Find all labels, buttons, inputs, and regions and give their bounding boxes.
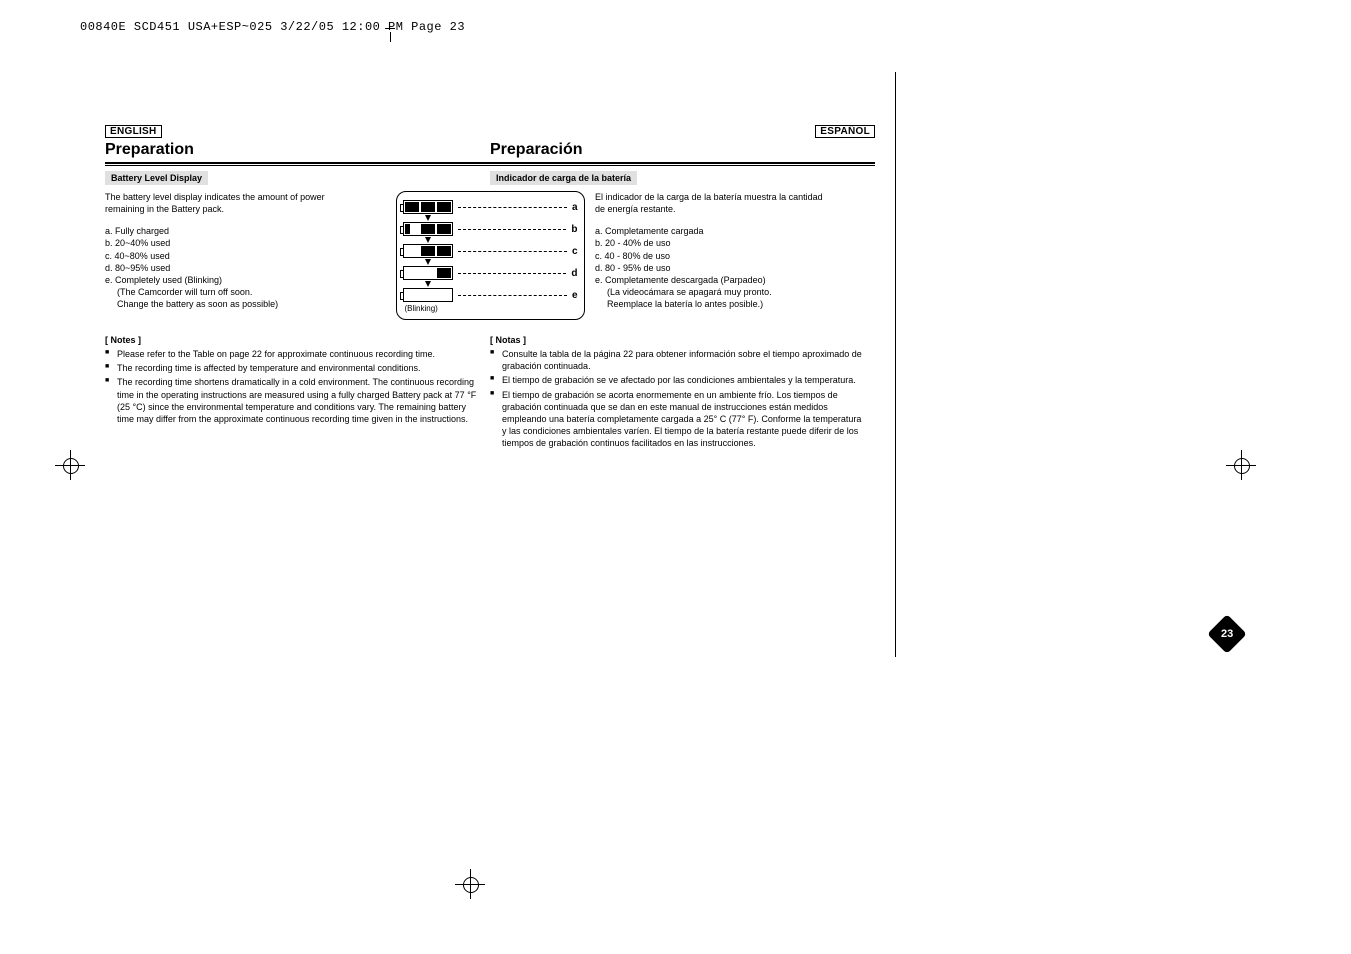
subhead-right: Indicador de carga de la batería <box>490 171 637 185</box>
left-intro-2: remaining in the Battery pack. <box>105 203 385 215</box>
notes-right-3: El tiempo de grabación se acorta enormem… <box>490 389 865 450</box>
left-item-e2: (The Camcorder will turn off soon. <box>105 286 385 298</box>
left-item-b: b. 20~40% used <box>105 237 385 249</box>
notes-right-2: El tiempo de grabación se ve afectado po… <box>490 374 865 386</box>
lang-right: ESPAÑOL <box>815 125 875 138</box>
battery-diagram: a b <box>396 191 585 320</box>
right-item-d: d. 80 - 95% de uso <box>595 262 875 274</box>
diagram-label-e: e <box>572 290 578 301</box>
arrow-down-icon <box>425 259 431 265</box>
subhead-left: Battery Level Display <box>105 171 208 185</box>
left-item-a: a. Fully charged <box>105 225 385 237</box>
diagram-label-c: c <box>572 246 578 257</box>
arrow-down-icon <box>425 281 431 287</box>
right-intro-2: de energía restante. <box>595 203 875 215</box>
notes-right-head: [ Notas ] <box>490 334 865 346</box>
left-item-e: e. Completely used (Blinking) <box>105 274 385 286</box>
diagram-label-d: d <box>571 268 577 279</box>
arrow-down-icon <box>425 215 431 221</box>
blinking-label: (Blinking) <box>405 304 578 313</box>
battery-icon-c <box>403 244 453 258</box>
fold-line <box>895 72 896 657</box>
notes-left-head: [ Notes ] <box>105 334 480 346</box>
page-number-badge: 23 <box>1207 614 1247 654</box>
arrow-down-icon <box>425 237 431 243</box>
right-item-e3: Reemplace la batería lo antes posible.) <box>595 298 875 310</box>
crop-mark-top <box>385 18 405 38</box>
notes-right-1: Consulte la tabla de la página 22 para o… <box>490 348 865 372</box>
notes-left-1: Please refer to the Table on page 22 for… <box>105 348 480 360</box>
file-header: 00840E SCD451 USA+ESP~025 3/22/05 12:00 … <box>80 20 465 34</box>
battery-icon-a <box>403 200 453 214</box>
left-item-c: c. 40~80% used <box>105 250 385 262</box>
right-item-b: b. 20 - 40% de uso <box>595 237 875 249</box>
lang-left: ENGLISH <box>105 125 162 138</box>
notes-left-2: The recording time is affected by temper… <box>105 362 480 374</box>
left-item-e3: Change the battery as soon as possible) <box>105 298 385 310</box>
right-item-e: e. Completamente descargada (Parpadeo) <box>595 274 875 286</box>
battery-icon-e <box>403 288 453 302</box>
diagram-label-a: a <box>572 202 578 213</box>
battery-icon-b <box>403 222 453 236</box>
right-item-c: c. 40 - 80% de uso <box>595 250 875 262</box>
right-item-a: a. Completamente cargada <box>595 225 875 237</box>
left-intro-1: The battery level display indicates the … <box>105 191 385 203</box>
registration-mark-right <box>1226 450 1256 480</box>
right-item-e2: (La videocámara se apagará muy pronto. <box>595 286 875 298</box>
left-item-d: d. 80~95% used <box>105 262 385 274</box>
registration-mark-bottom <box>455 869 485 899</box>
right-intro-1: El indicador de la carga de la batería m… <box>595 191 875 203</box>
battery-icon-d <box>403 266 453 280</box>
title-left: Preparation <box>105 141 490 161</box>
registration-mark-left <box>55 450 85 480</box>
notes-left-3: The recording time shortens dramatically… <box>105 376 480 425</box>
diagram-label-b: b <box>571 224 577 235</box>
title-right: Preparación <box>490 141 875 161</box>
